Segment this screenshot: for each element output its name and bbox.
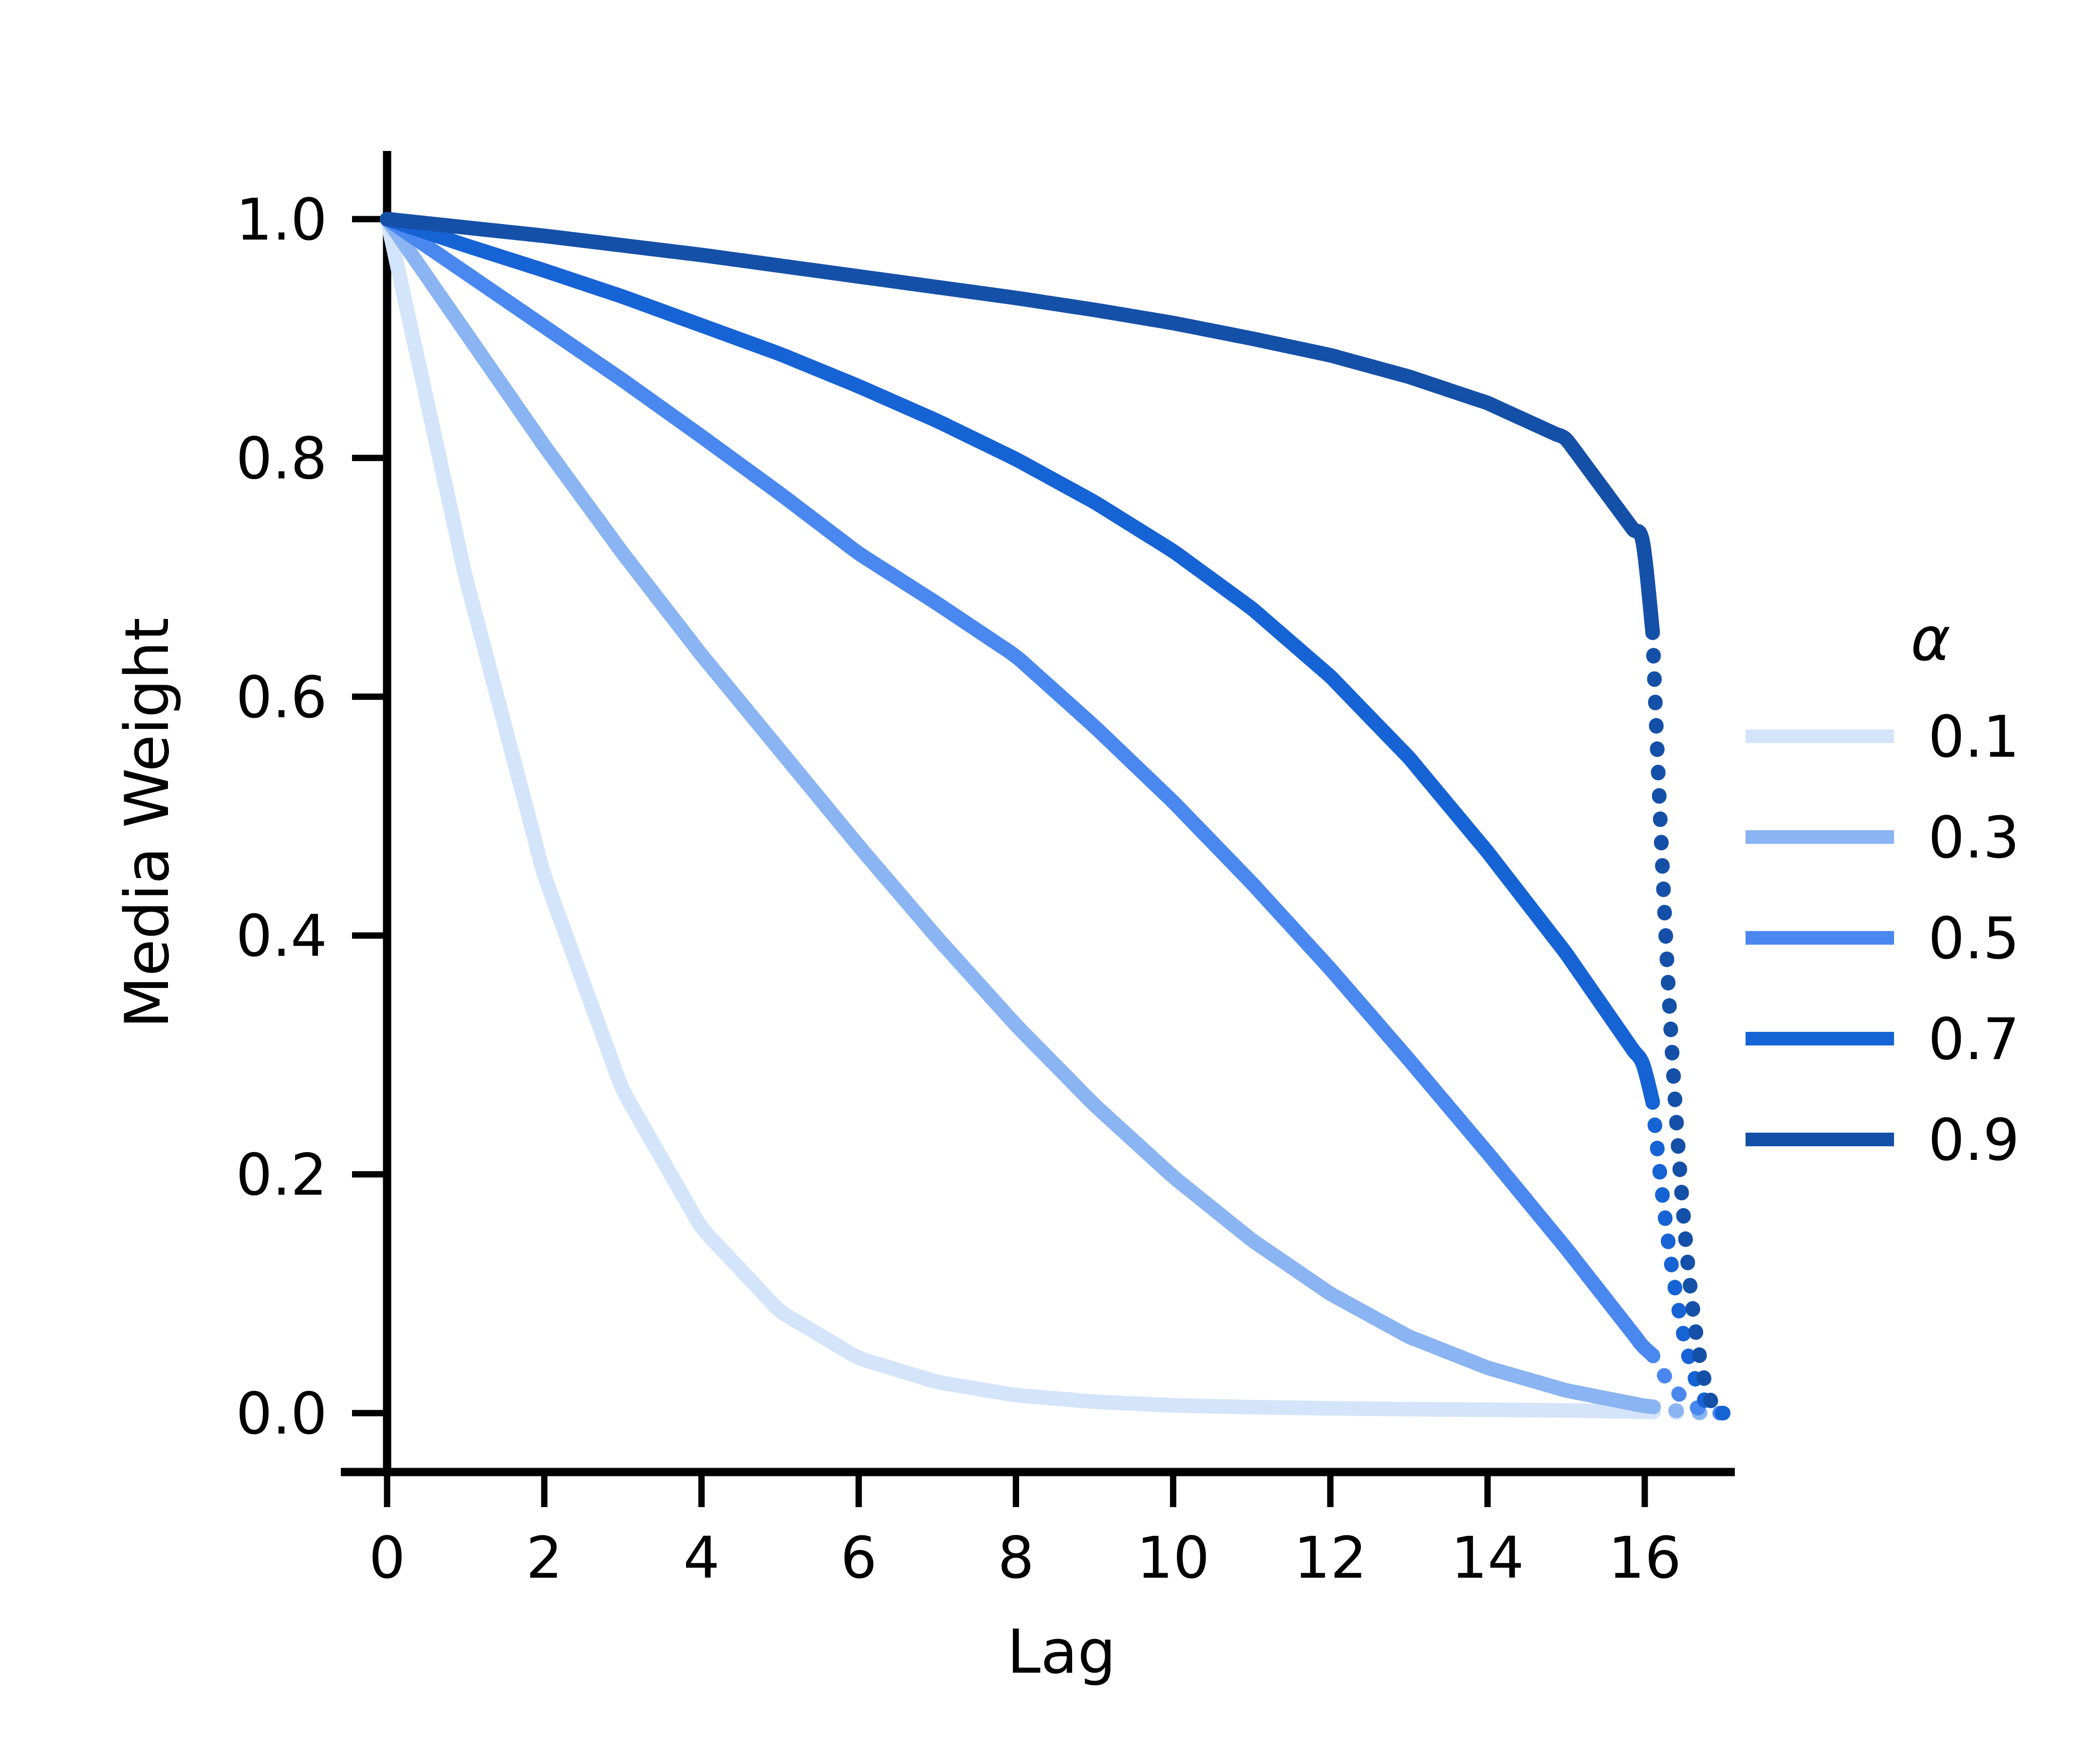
series-lines	[380, 212, 1731, 1420]
series-dotted-tail-alpha-0.5	[1645, 1347, 1731, 1420]
x-tick-label-8: 8	[998, 1524, 1034, 1591]
legend-label-0.9: 0.9	[1928, 1106, 2020, 1174]
y-axis-ticks	[352, 216, 387, 1417]
x-tick-label-16: 16	[1608, 1524, 1681, 1591]
y-axis-title: Media Weight	[112, 617, 183, 1028]
x-tick-label-0: 0	[369, 1524, 405, 1591]
legend-entries: 0.1 0.3 0.5 0.7 0.9	[1746, 703, 2020, 1174]
y-tick-label-0.6: 0.6	[236, 664, 327, 731]
y-tick-label-0.2: 0.2	[236, 1141, 327, 1209]
legend-label-0.7: 0.7	[1928, 1006, 2020, 1073]
legend-title: α	[1911, 604, 1951, 674]
series-line-alpha-0.1	[380, 212, 1660, 1419]
legend-label-0.3: 0.3	[1928, 804, 2020, 871]
y-tick-label-0.4: 0.4	[236, 902, 327, 970]
x-tick-label-14: 14	[1451, 1524, 1524, 1591]
y-axis-tick-labels: 0.0 0.2 0.4 0.6 0.8 1.0	[236, 186, 327, 1447]
series-line-alpha-0.5	[380, 212, 1660, 1362]
legend: α 0.1 0.3 0.5 0.7 0.9	[1746, 604, 2020, 1174]
x-tick-label-2: 2	[526, 1524, 562, 1591]
x-tick-label-12: 12	[1294, 1524, 1367, 1591]
x-axis-ticks	[384, 1472, 1648, 1507]
y-tick-label-0.8: 0.8	[236, 425, 327, 492]
series-dotted-tail-alpha-0.9	[1645, 624, 1731, 1420]
series-line-alpha-0.3	[380, 212, 1660, 1414]
x-tick-label-10: 10	[1136, 1524, 1209, 1591]
x-axis-tick-labels: 0 2 4 6 8 10 12 14 16	[369, 1524, 1681, 1591]
x-tick-label-6: 6	[840, 1524, 877, 1591]
series-dotted-tail-alpha-0.7	[1645, 1094, 1731, 1420]
series-line-alpha-0.9	[380, 212, 1660, 639]
series-line-alpha-0.7	[380, 212, 1660, 1109]
legend-label-0.5: 0.5	[1928, 905, 2020, 972]
y-tick-label-0.0: 0.0	[236, 1380, 327, 1447]
y-tick-label-1.0: 1.0	[236, 186, 327, 253]
x-tick-label-4: 4	[683, 1524, 720, 1591]
legend-label-0.1: 0.1	[1928, 703, 2020, 770]
x-axis-title: Lag	[1007, 1617, 1116, 1687]
